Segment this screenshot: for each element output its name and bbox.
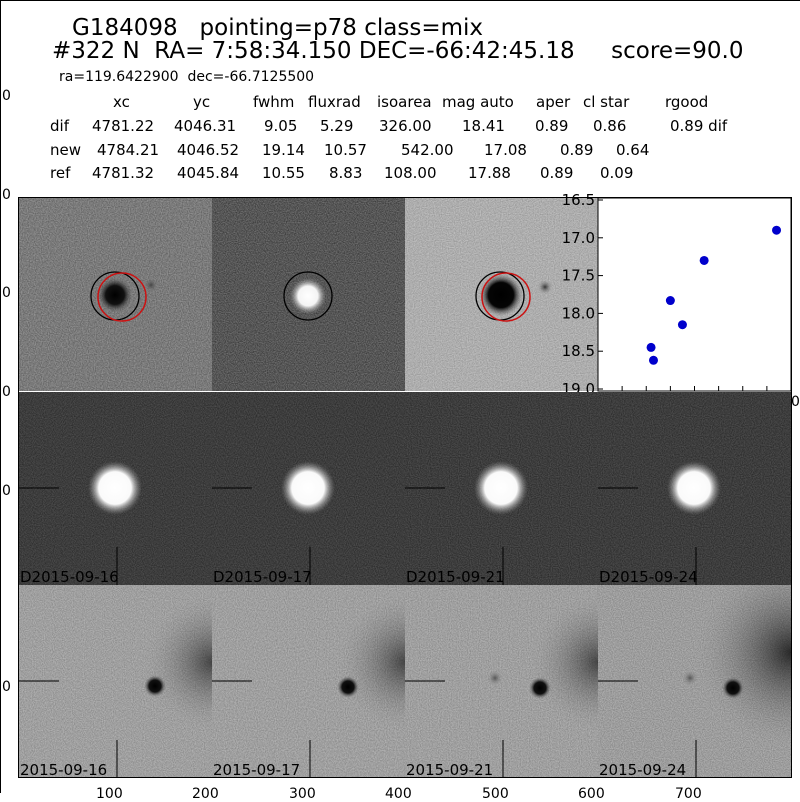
light-curve-svg: 16.517.017.518.018.519.0 −10−50510152025… <box>562 191 800 410</box>
outer-left-axis <box>0 0 1 793</box>
cutout-image-diff: -D2015-09-30 <box>212 198 405 391</box>
diff-history-4: D2015-09-24 <box>598 392 791 585</box>
new-history-4: 2015-09-24 <box>598 585 791 778</box>
panel-label: 2015-09-30 <box>20 198 107 201</box>
cell: 0.64 <box>616 141 650 159</box>
diff-history-2: D2015-09-17 <box>212 392 405 585</box>
left-tick-label: 0 <box>2 384 11 400</box>
cell: 9.05 <box>264 117 298 135</box>
col-rgood: rgood <box>665 93 709 111</box>
cell: 18.41 <box>462 117 505 135</box>
y-tick-label: 18.5 <box>562 342 595 360</box>
panel-label: 2015-09-17 <box>213 761 301 778</box>
cell: 326.00 <box>379 117 432 135</box>
bottom-tick-label: 500 <box>482 786 509 802</box>
light-curve-point <box>665 296 675 306</box>
bottom-tick-label: 100 <box>96 786 123 802</box>
light-curve-point <box>699 255 709 265</box>
row-label: ref <box>50 164 71 182</box>
cell: 4781.32 <box>92 164 155 182</box>
cell: 542.00 <box>401 141 454 159</box>
panel-label: R2015-10-13 <box>406 198 504 201</box>
y-tick-label: 18.0 <box>562 304 595 322</box>
new-history-2: 2015-09-17 <box>212 585 405 778</box>
bottom-tick-label: 600 <box>578 786 605 802</box>
col-fluxrad: fluxrad <box>308 93 361 111</box>
panel-label: D2015-09-16 <box>20 568 119 585</box>
row-label: dif <box>50 117 69 135</box>
y-tick-label: 17.0 <box>562 229 595 247</box>
new-history-1: 2015-09-16 <box>19 585 212 778</box>
light-curve-point <box>772 225 782 235</box>
cell: 0.89 <box>540 164 574 182</box>
outer-top-axis <box>0 0 800 1</box>
cell: 19.14 <box>262 141 305 159</box>
cell: 5.29 <box>320 117 354 135</box>
title-line-2: #322 N RA= 7:58:34.150 DEC=-66:42:45.18 … <box>52 38 744 64</box>
panel-label: -D2015-09-30 <box>213 198 317 201</box>
light-curve-point <box>646 342 656 352</box>
col-xc: xc <box>113 93 130 111</box>
light-curve-chart: 16.517.017.518.018.519.0 −10−50510152025… <box>562 191 800 410</box>
cell: 17.08 <box>484 141 527 159</box>
col-yc: yc <box>193 93 211 111</box>
cell: 10.55 <box>262 164 305 182</box>
panel-label: 2015-09-21 <box>406 761 494 778</box>
new-history-3: 2015-09-21 <box>405 585 598 778</box>
col-fwhm: fwhm <box>253 93 295 111</box>
cell: 8.83 <box>329 164 363 182</box>
col-aper: aper <box>536 93 571 111</box>
bottom-tick-label: 300 <box>289 786 316 802</box>
bottom-tick-label: 200 <box>192 786 219 802</box>
y-tick-label: 16.5 <box>562 191 595 209</box>
panel-label: D2015-09-17 <box>213 568 312 585</box>
cell: 4045.84 <box>177 164 240 182</box>
left-tick-label: 0 <box>2 187 11 203</box>
row-label: new <box>50 141 82 159</box>
bottom-tick-label: 400 <box>385 786 412 802</box>
cell: 0.86 <box>593 117 627 135</box>
diff-history-1: D2015-09-16 <box>19 392 212 585</box>
light-curve-point <box>648 355 658 365</box>
cell: 10.57 <box>324 141 367 159</box>
left-tick-label: 0 <box>2 285 11 301</box>
cutout-image-new: 2015-09-30 <box>19 198 212 391</box>
cell: 17.88 <box>468 164 511 182</box>
cell: 0.09 <box>600 164 634 182</box>
cell: 4046.52 <box>177 141 240 159</box>
cell: 4784.21 <box>97 141 160 159</box>
cell: 4046.31 <box>174 117 237 135</box>
col-mag-auto: mag auto <box>442 93 514 111</box>
cell: 0.89 dif <box>670 117 728 135</box>
cutout-image-ref: R2015-10-13 <box>405 198 598 391</box>
left-tick-label: 0 <box>2 88 11 104</box>
cell: 4781.22 <box>92 117 155 135</box>
panel-label: D2015-09-21 <box>406 568 505 585</box>
light-curve-point <box>677 320 687 330</box>
cell: 108.00 <box>384 164 437 182</box>
cell: 0.89 <box>560 141 594 159</box>
cell: 0.89 <box>535 117 569 135</box>
bottom-tick-label: 700 <box>675 786 702 802</box>
panel-label: D2015-09-24 <box>599 568 698 585</box>
col-cl-star: cl star <box>583 93 630 111</box>
col-isoarea: isoarea <box>377 93 432 111</box>
coords-line: ra=119.6422900 dec=-66.7125500 <box>59 69 315 85</box>
panel-label: 2015-09-16 <box>20 761 108 778</box>
title-line-1: G184098 pointing=p78 class=mix <box>72 15 484 41</box>
left-tick-label: 0 <box>2 483 11 499</box>
panel-label: 2015-09-24 <box>599 761 687 778</box>
y-tick-label: 17.5 <box>562 267 595 285</box>
diff-history-3: D2015-09-21 <box>405 392 598 585</box>
left-tick-label: 0 <box>2 679 11 695</box>
